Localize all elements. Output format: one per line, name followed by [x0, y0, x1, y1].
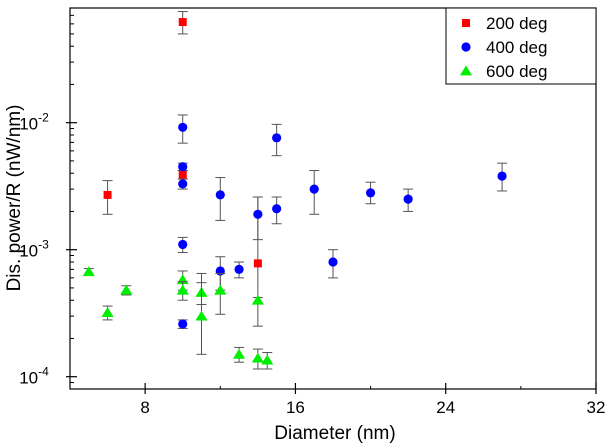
data-point [195, 310, 208, 321]
y-tick-label: 10-3 [19, 238, 49, 261]
data-point [403, 194, 413, 204]
y-axis-label: Dis. power/R (nW/nm) [4, 105, 25, 292]
data-point [328, 257, 338, 267]
legend: 200 deg 400 deg 600 deg [445, 7, 597, 85]
legend-marker-200-deg [462, 19, 470, 27]
data-point [261, 354, 274, 365]
x-tick-label: 16 [286, 398, 305, 417]
legend-marker-600-deg [459, 65, 473, 76]
data-point [178, 319, 188, 329]
data-point [178, 179, 188, 189]
data-point [251, 352, 264, 363]
data-point [176, 284, 189, 295]
data-point [365, 188, 376, 198]
data-point [178, 122, 188, 132]
data-point [178, 18, 187, 27]
data-point [233, 348, 246, 359]
legend-label: 600 deg [486, 62, 547, 81]
data-point [253, 259, 262, 268]
data-point [253, 209, 263, 219]
data-point [497, 171, 507, 181]
data-point [215, 190, 225, 200]
plot-frame [69, 7, 597, 390]
legend-label: 400 deg [486, 38, 547, 57]
series-600-deg [82, 266, 274, 370]
data-point [214, 284, 227, 295]
legend-label: 200 deg [486, 14, 547, 33]
y-tick-label: 10-4 [19, 365, 49, 388]
x-tick-label: 8 [140, 398, 149, 417]
data-point [178, 170, 187, 179]
data-point [251, 294, 264, 305]
data-point [101, 307, 114, 317]
data-point [272, 133, 282, 143]
data-point [234, 264, 244, 274]
legend-box [445, 7, 597, 85]
data-point [82, 266, 95, 277]
data-point [178, 239, 188, 250]
legend-marker-400-deg [461, 42, 471, 52]
y-tick-label: 10-2 [19, 111, 49, 134]
x-tick-label: 32 [587, 398, 605, 417]
x-tick-label: 24 [436, 398, 455, 417]
data-point [103, 190, 112, 199]
x-axis-label: Diameter (nm) [274, 423, 395, 444]
axes: 8 16 24 32 10-4 10-3 10-2 [19, 7, 605, 417]
data-point [272, 204, 282, 214]
data-point [309, 184, 319, 194]
series-400-deg [177, 114, 508, 329]
data-point [120, 284, 133, 295]
plot-marks [82, 11, 508, 370]
data-point [178, 162, 188, 172]
